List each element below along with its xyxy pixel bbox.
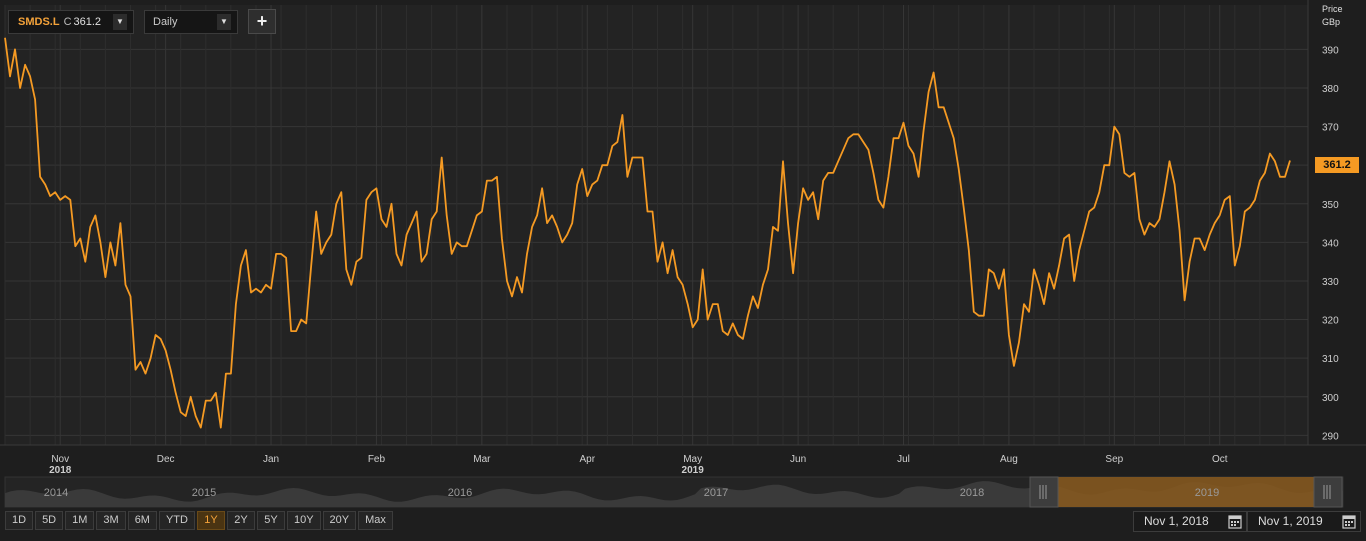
navigator-silhouette — [5, 481, 1343, 507]
navigator-year-label: 2019 — [1195, 487, 1219, 499]
close-label: C — [63, 16, 72, 28]
range-button-6m[interactable]: 6M — [127, 511, 157, 530]
range-button-bar: 1D 5D 1M 3M 6M YTD 1Y 2Y 5Y 10Y 20Y Max — [5, 511, 393, 530]
navigator-handle-left[interactable] — [1029, 476, 1059, 508]
y-tick-label: 380 — [1322, 84, 1339, 95]
last-price-tag: 361.2 — [1315, 157, 1359, 173]
interval-label: Daily — [153, 16, 178, 28]
x-tick-label: Feb — [368, 454, 386, 465]
y-tick-label: 320 — [1322, 316, 1339, 327]
navigator-year-label: 2016 — [448, 487, 472, 499]
price-line-series — [4, 37, 1291, 429]
navigator-year-label: 2017 — [704, 487, 728, 499]
range-button-2y[interactable]: 2Y — [226, 511, 255, 530]
range-button-1y[interactable]: 1Y — [196, 511, 225, 530]
calendar-icon[interactable] — [1341, 512, 1357, 530]
x-tick-label: Mar — [473, 454, 491, 465]
y-tick-label: 300 — [1322, 393, 1339, 404]
x-tick-label: Dec — [157, 454, 175, 465]
navigator-year-label: 2015 — [192, 487, 216, 499]
x-tick-label: Jan — [263, 454, 279, 465]
calendar-icon[interactable] — [1227, 512, 1243, 530]
navigator-handle-right[interactable] — [1313, 476, 1343, 508]
range-navigator[interactable]: 2014 2015 2016 2017 2018 2019 — [4, 476, 1344, 508]
y-tick-label: 310 — [1322, 354, 1339, 365]
range-button-1m[interactable]: 1M — [65, 511, 95, 530]
y-tick-label: 390 — [1322, 45, 1339, 56]
range-button-max[interactable]: Max — [358, 511, 393, 530]
x-tick-label: Sep — [1105, 454, 1123, 465]
chevron-down-icon[interactable]: ▼ — [113, 14, 127, 30]
x-tick-label: May — [683, 454, 702, 465]
range-button-10y[interactable]: 10Y — [286, 511, 321, 530]
plot-area — [5, 5, 1308, 445]
price-axis-unit: GBp — [1322, 17, 1341, 27]
price-axis-title: Price — [1322, 4, 1343, 14]
add-button[interactable]: + — [248, 9, 276, 34]
x-tick-label: Aug — [1000, 454, 1018, 465]
navigator-selection[interactable] — [1056, 477, 1316, 507]
range-button-ytd[interactable]: YTD — [158, 511, 195, 530]
x-year-label: 2018 — [49, 465, 72, 476]
start-date-field[interactable]: Nov 1, 2018 — [1133, 511, 1247, 532]
y-tick-label: 350 — [1322, 200, 1339, 211]
x-tick-label: Jul — [897, 454, 910, 465]
navigator-year-label: 2018 — [960, 487, 984, 499]
y-tick-label: 290 — [1322, 431, 1339, 442]
chevron-down-icon[interactable]: ▼ — [217, 14, 231, 30]
price-line — [4, 37, 1291, 429]
range-button-20y[interactable]: 20Y — [322, 511, 357, 530]
grid-lines — [4, 5, 1308, 445]
symbol-selector[interactable]: SMDS.L C 361.2 ▼ — [8, 10, 134, 34]
x-tick-label: Apr — [579, 454, 595, 465]
y-tick-label: 370 — [1322, 123, 1339, 134]
x-tick-label: Nov — [51, 454, 69, 465]
close-value: 361.2 — [73, 16, 102, 28]
navigator-year-label: 2014 — [44, 487, 68, 499]
range-button-1d[interactable]: 1D — [5, 511, 34, 530]
y-tick-label: 340 — [1322, 238, 1339, 249]
y-axis: 290300310320330340350360370380390 — [1307, 0, 1339, 445]
range-button-5y[interactable]: 5Y — [256, 511, 285, 530]
end-date-field[interactable]: Nov 1, 2019 — [1247, 511, 1361, 532]
range-button-3m[interactable]: 3M — [96, 511, 126, 530]
x-tick-label: Oct — [1212, 454, 1228, 465]
x-tick-label: Jun — [790, 454, 806, 465]
symbol-label: SMDS.L — [18, 16, 60, 28]
interval-selector[interactable]: Daily ▼ — [144, 10, 238, 34]
y-tick-label: 330 — [1322, 277, 1339, 288]
x-year-label: 2019 — [682, 465, 705, 476]
range-button-5d[interactable]: 5D — [35, 511, 64, 530]
